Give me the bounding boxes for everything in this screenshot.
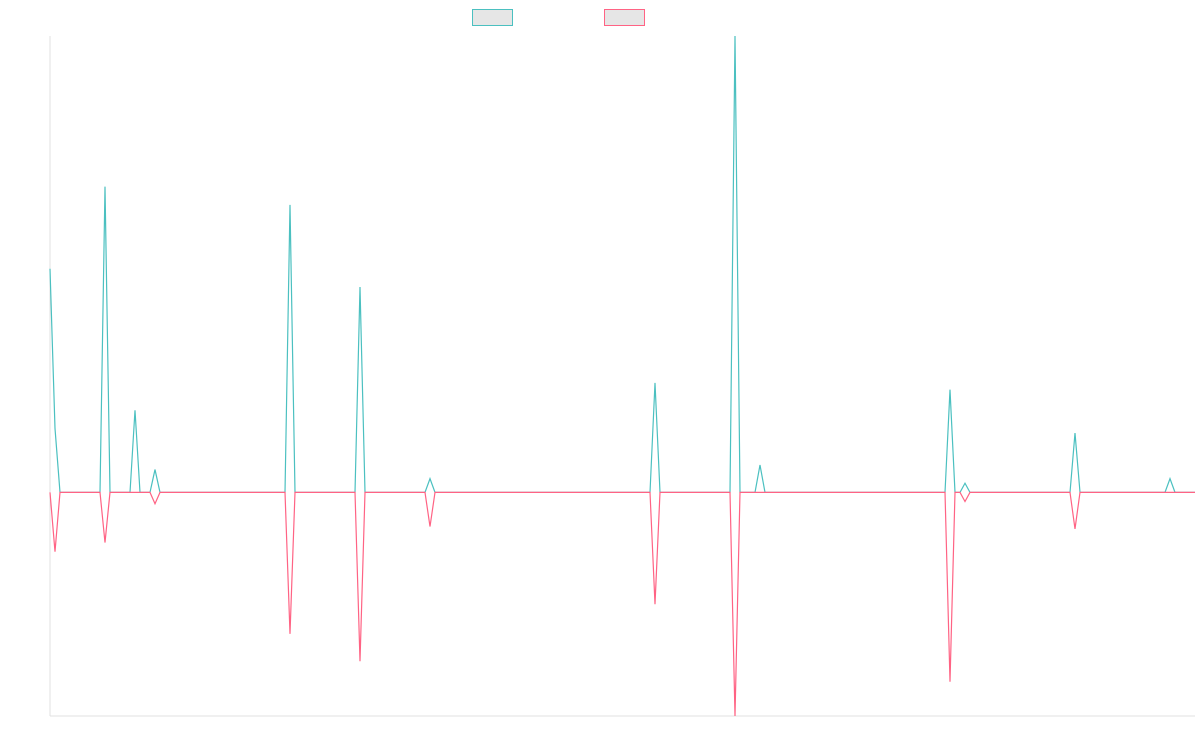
legend-swatch-2[interactable]: [604, 9, 645, 26]
axes: [49, 36, 1195, 717]
legend-swatch-1[interactable]: [472, 9, 513, 26]
legend: [472, 9, 645, 26]
series-line-1: [49, 35, 1195, 493]
series-line-2: [49, 491, 1195, 717]
series-layer: [49, 35, 1195, 717]
